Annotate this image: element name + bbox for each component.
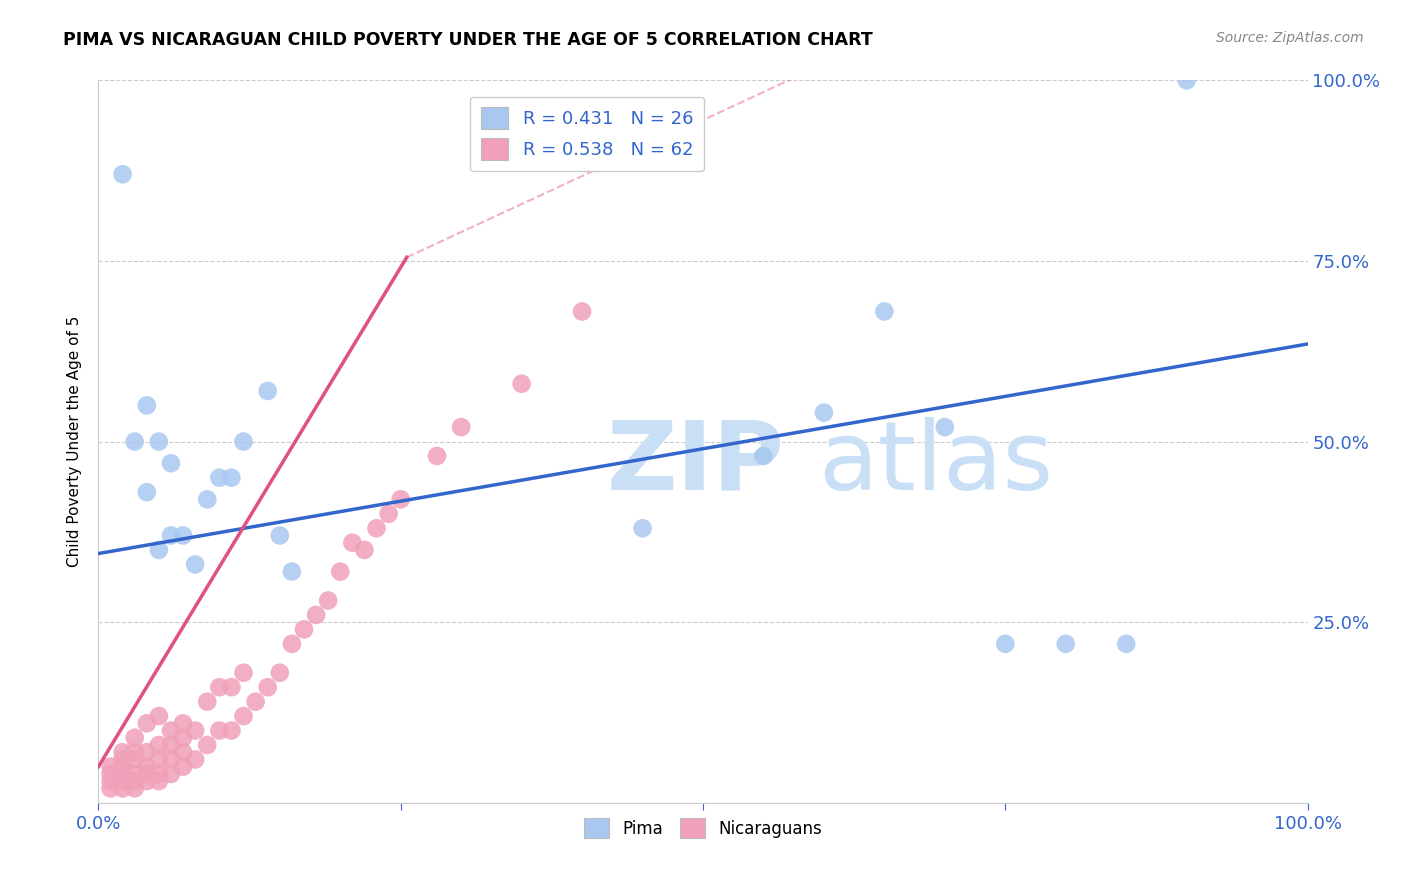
- Point: [135, 745, 157, 759]
- Point: [232, 709, 254, 723]
- Point: [111, 774, 134, 789]
- Point: [111, 781, 134, 796]
- Point: [281, 565, 304, 579]
- Point: [100, 767, 122, 781]
- Legend: Pima, Nicaraguans: Pima, Nicaraguans: [578, 812, 828, 845]
- Point: [160, 767, 183, 781]
- Point: [160, 528, 183, 542]
- Y-axis label: Child Poverty Under the Age of 5: Child Poverty Under the Age of 5: [67, 316, 83, 567]
- Point: [934, 420, 956, 434]
- Text: atlas: atlas: [818, 417, 1053, 509]
- Point: [172, 528, 194, 542]
- Point: [124, 774, 146, 789]
- Point: [571, 304, 593, 318]
- Point: [148, 434, 170, 449]
- Point: [111, 767, 134, 781]
- Point: [135, 767, 157, 781]
- Point: [366, 521, 388, 535]
- Point: [184, 752, 207, 766]
- Point: [160, 456, 183, 470]
- Point: [100, 760, 122, 774]
- Text: ZIP: ZIP: [606, 417, 785, 509]
- Point: [100, 774, 122, 789]
- Point: [208, 680, 231, 694]
- Point: [1054, 637, 1077, 651]
- Point: [873, 304, 896, 318]
- Point: [124, 434, 146, 449]
- Point: [208, 470, 231, 484]
- Point: [124, 745, 146, 759]
- Point: [195, 492, 218, 507]
- Point: [148, 542, 170, 557]
- Point: [135, 760, 157, 774]
- Point: [184, 558, 207, 572]
- Point: [135, 398, 157, 412]
- Point: [329, 565, 352, 579]
- Point: [100, 781, 122, 796]
- Point: [160, 723, 183, 738]
- Point: [148, 752, 170, 766]
- Point: [256, 384, 278, 398]
- Point: [450, 420, 472, 434]
- Point: [342, 535, 364, 549]
- Point: [172, 745, 194, 759]
- Point: [111, 745, 134, 759]
- Point: [160, 752, 183, 766]
- Point: [994, 637, 1017, 651]
- Text: Source: ZipAtlas.com: Source: ZipAtlas.com: [1216, 31, 1364, 45]
- Point: [148, 709, 170, 723]
- Point: [426, 449, 449, 463]
- Point: [124, 752, 146, 766]
- Point: [256, 680, 278, 694]
- Point: [184, 723, 207, 738]
- Point: [208, 723, 231, 738]
- Point: [631, 521, 654, 535]
- Point: [221, 680, 243, 694]
- Point: [195, 695, 218, 709]
- Point: [269, 665, 291, 680]
- Point: [160, 738, 183, 752]
- Point: [269, 528, 291, 542]
- Point: [316, 593, 339, 607]
- Point: [221, 723, 243, 738]
- Point: [111, 760, 134, 774]
- Point: [148, 774, 170, 789]
- Point: [232, 434, 254, 449]
- Point: [111, 752, 134, 766]
- Point: [1115, 637, 1137, 651]
- Point: [172, 731, 194, 745]
- Point: [172, 760, 194, 774]
- Point: [111, 767, 134, 781]
- Point: [135, 774, 157, 789]
- Point: [1175, 73, 1198, 87]
- Point: [148, 738, 170, 752]
- Point: [124, 781, 146, 796]
- Text: PIMA VS NICARAGUAN CHILD POVERTY UNDER THE AGE OF 5 CORRELATION CHART: PIMA VS NICARAGUAN CHILD POVERTY UNDER T…: [63, 31, 873, 49]
- Point: [172, 716, 194, 731]
- Point: [111, 167, 134, 181]
- Point: [510, 376, 533, 391]
- Point: [135, 485, 157, 500]
- Point: [353, 542, 375, 557]
- Point: [305, 607, 328, 622]
- Point: [124, 767, 146, 781]
- Point: [195, 738, 218, 752]
- Point: [232, 665, 254, 680]
- Point: [221, 470, 243, 484]
- Point: [245, 695, 267, 709]
- Point: [377, 507, 399, 521]
- Point: [281, 637, 304, 651]
- Point: [292, 623, 315, 637]
- Point: [148, 767, 170, 781]
- Point: [389, 492, 412, 507]
- Point: [124, 731, 146, 745]
- Point: [752, 449, 775, 463]
- Point: [135, 716, 157, 731]
- Point: [813, 406, 835, 420]
